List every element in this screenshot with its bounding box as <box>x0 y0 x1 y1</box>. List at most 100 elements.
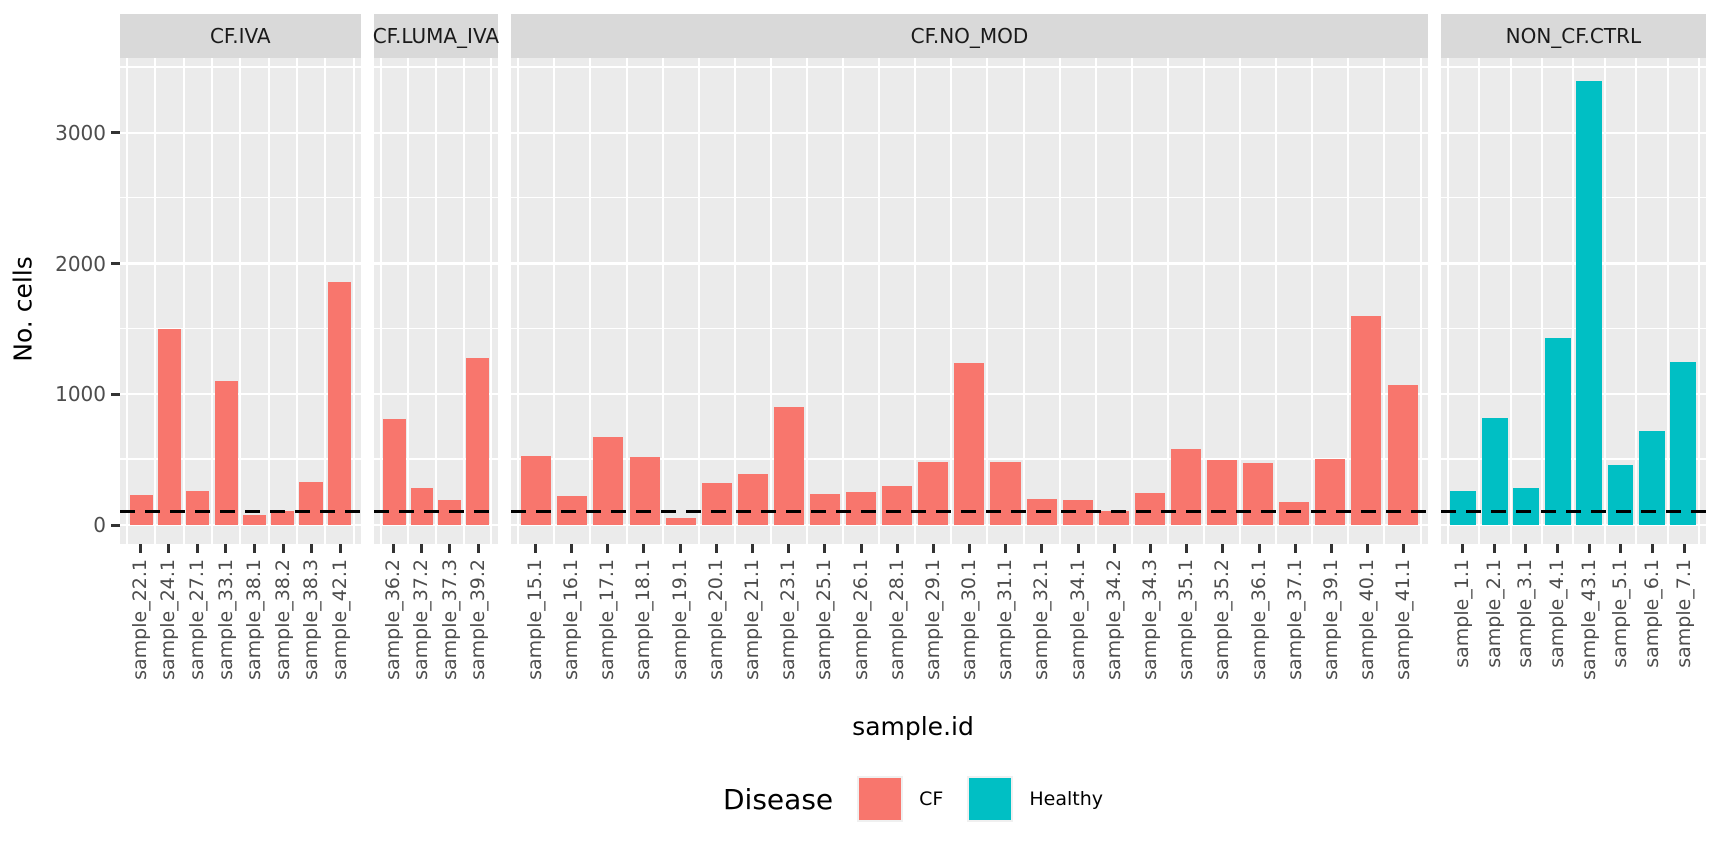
facet-strip: NON_CF.CTRL <box>1440 14 1706 58</box>
x-tick-cell: sample_37.3 <box>436 544 464 714</box>
x-tick-cell: sample_19.1 <box>662 544 698 714</box>
x-tick-cell: sample_20.1 <box>698 544 734 714</box>
bar-sample_19.1 <box>665 517 696 525</box>
bar-sample_43.1 <box>1576 80 1603 525</box>
bar-sample_5.1 <box>1607 464 1634 525</box>
bar-slot <box>154 58 182 544</box>
x-tick-cell: sample_35.1 <box>1169 544 1205 714</box>
x-axis: sample_22.1 sample_24.1 sample_27.1 sample_… <box>120 544 361 714</box>
bar-slot <box>1603 58 1635 544</box>
x-tick-label: sample_19.1 <box>668 559 691 680</box>
x-tick-label: sample_37.2 <box>410 559 433 680</box>
x-tick-cell: sample_36.1 <box>1241 544 1277 714</box>
bar-slot <box>267 58 296 544</box>
x-tick-cell: sample_22.1 <box>126 544 155 714</box>
x-tick-cell: sample_25.1 <box>807 544 843 714</box>
x-tick-cell: sample_43.1 <box>1573 544 1605 714</box>
x-tick-mark <box>253 544 257 553</box>
x-tick-mark <box>1651 544 1654 553</box>
bar-slot <box>1130 58 1167 544</box>
bar-slot <box>462 58 493 544</box>
bar-slots <box>511 58 1428 544</box>
bar-slot <box>842 58 878 544</box>
x-tick-label: sample_30.1 <box>958 559 981 680</box>
bar-slot <box>517 58 553 544</box>
x-axis: sample_15.1 sample_16.1 sample_17.1 sample_… <box>511 544 1428 714</box>
x-tick-label: sample_25.1 <box>813 559 836 680</box>
x-tick-cell: sample_6.1 <box>1637 544 1669 714</box>
x-tick-cell: sample_34.1 <box>1060 544 1096 714</box>
bar-slot <box>1239 58 1275 544</box>
facet-strip-label: CF.LUMA_IVA <box>372 24 500 48</box>
x-tick-cell: sample_34.2 <box>1096 544 1132 714</box>
facet-strip: CF.NO_MOD <box>511 14 1428 58</box>
bar-slot <box>239 58 267 544</box>
bar-slot <box>1166 58 1203 544</box>
x-tick-mark <box>1149 544 1152 553</box>
x-tick-mark <box>1619 544 1623 553</box>
gridline-major <box>511 131 1428 134</box>
x-tick-cell: sample_17.1 <box>590 544 626 714</box>
bar-slot <box>1509 58 1541 544</box>
x-tick-mark <box>533 544 537 553</box>
bar-sample_31.1 <box>990 462 1021 525</box>
x-axis: sample_36.2 sample_37.2 sample_37.3 sample_… <box>374 544 499 714</box>
y-tick-label: 3000 <box>55 120 106 145</box>
bar-sample_34.3 <box>1134 492 1165 525</box>
x-tick-mark <box>823 544 827 553</box>
bar-slot <box>210 58 239 544</box>
x-tick-cell: sample_38.2 <box>269 544 298 714</box>
x-tick-cell: sample_21.1 <box>734 544 770 714</box>
x-tick-cell: sample_35.2 <box>1205 544 1241 714</box>
x-tick-mark <box>859 544 863 553</box>
x-tick-mark <box>642 544 646 553</box>
x-tick-label: sample_40.1 <box>1356 559 1379 680</box>
x-tick-mark <box>1366 544 1370 553</box>
x-tick-cell: sample_42.1 <box>326 544 355 714</box>
x-tick-label: sample_38.3 <box>300 559 323 680</box>
threshold-dashed-line <box>1440 510 1706 514</box>
legend-swatch-cf <box>859 778 902 820</box>
x-tick-label: sample_17.1 <box>596 559 619 680</box>
y-axis-ticks: 0 1000 2000 3000 <box>46 58 120 544</box>
x-tick-cell: sample_5.1 <box>1605 544 1637 714</box>
bar-sample_38.3 <box>299 481 323 525</box>
bar-sample_18.1 <box>629 457 660 525</box>
y-tick-mark <box>111 523 120 527</box>
threshold-dashed-line <box>373 510 499 514</box>
bar-sample_1.1 <box>1450 491 1477 525</box>
bar-sample_27.1 <box>186 491 210 525</box>
bar-sample_7.1 <box>1670 361 1697 525</box>
facet-CF.LUMA_IVA: CF.LUMA_IVA sample_36.2 sample_37.2 sample_… <box>372 14 500 714</box>
legend-title: Disease <box>723 782 834 816</box>
x-tick-cell: sample_28.1 <box>879 544 915 714</box>
x-tick-mark <box>310 544 314 553</box>
y-axis: 0 1000 2000 3000 <box>46 14 120 714</box>
bar-sample_42.1 <box>327 281 351 525</box>
x-tick-cell: sample_3.1 <box>1510 544 1542 714</box>
x-tick-label: sample_21.1 <box>740 559 763 680</box>
x-tick-cell: sample_33.1 <box>212 544 241 714</box>
x-tick-label: sample_35.2 <box>1211 559 1234 680</box>
threshold-dashed-line <box>511 510 1428 514</box>
x-tick-label: sample_36.1 <box>1247 559 1270 680</box>
x-tick-cell: sample_37.2 <box>408 544 436 714</box>
legend-item-cf: CF <box>859 778 943 820</box>
y-tick-label: 0 <box>93 513 106 537</box>
bar-sample_26.1 <box>846 491 877 525</box>
x-tick-mark <box>138 544 142 553</box>
x-tick-mark <box>714 544 718 553</box>
x-tick-mark <box>167 544 171 553</box>
x-tick-mark <box>1221 544 1225 553</box>
bar-sample_6.1 <box>1638 430 1665 525</box>
x-tick-label: sample_43.1 <box>1577 559 1600 680</box>
bar-slot <box>1311 58 1347 544</box>
bar-slot <box>126 58 154 544</box>
bar-sample_3.1 <box>1513 487 1540 525</box>
bar-sample_38.1 <box>242 514 266 525</box>
x-tick-label: sample_26.1 <box>849 559 872 680</box>
facet-strip-label: CF.NO_MOD <box>910 24 1029 48</box>
x-tick-label: sample_32.1 <box>1030 559 1053 680</box>
x-tick-mark <box>1402 544 1406 553</box>
bar-slot <box>1446 58 1478 544</box>
